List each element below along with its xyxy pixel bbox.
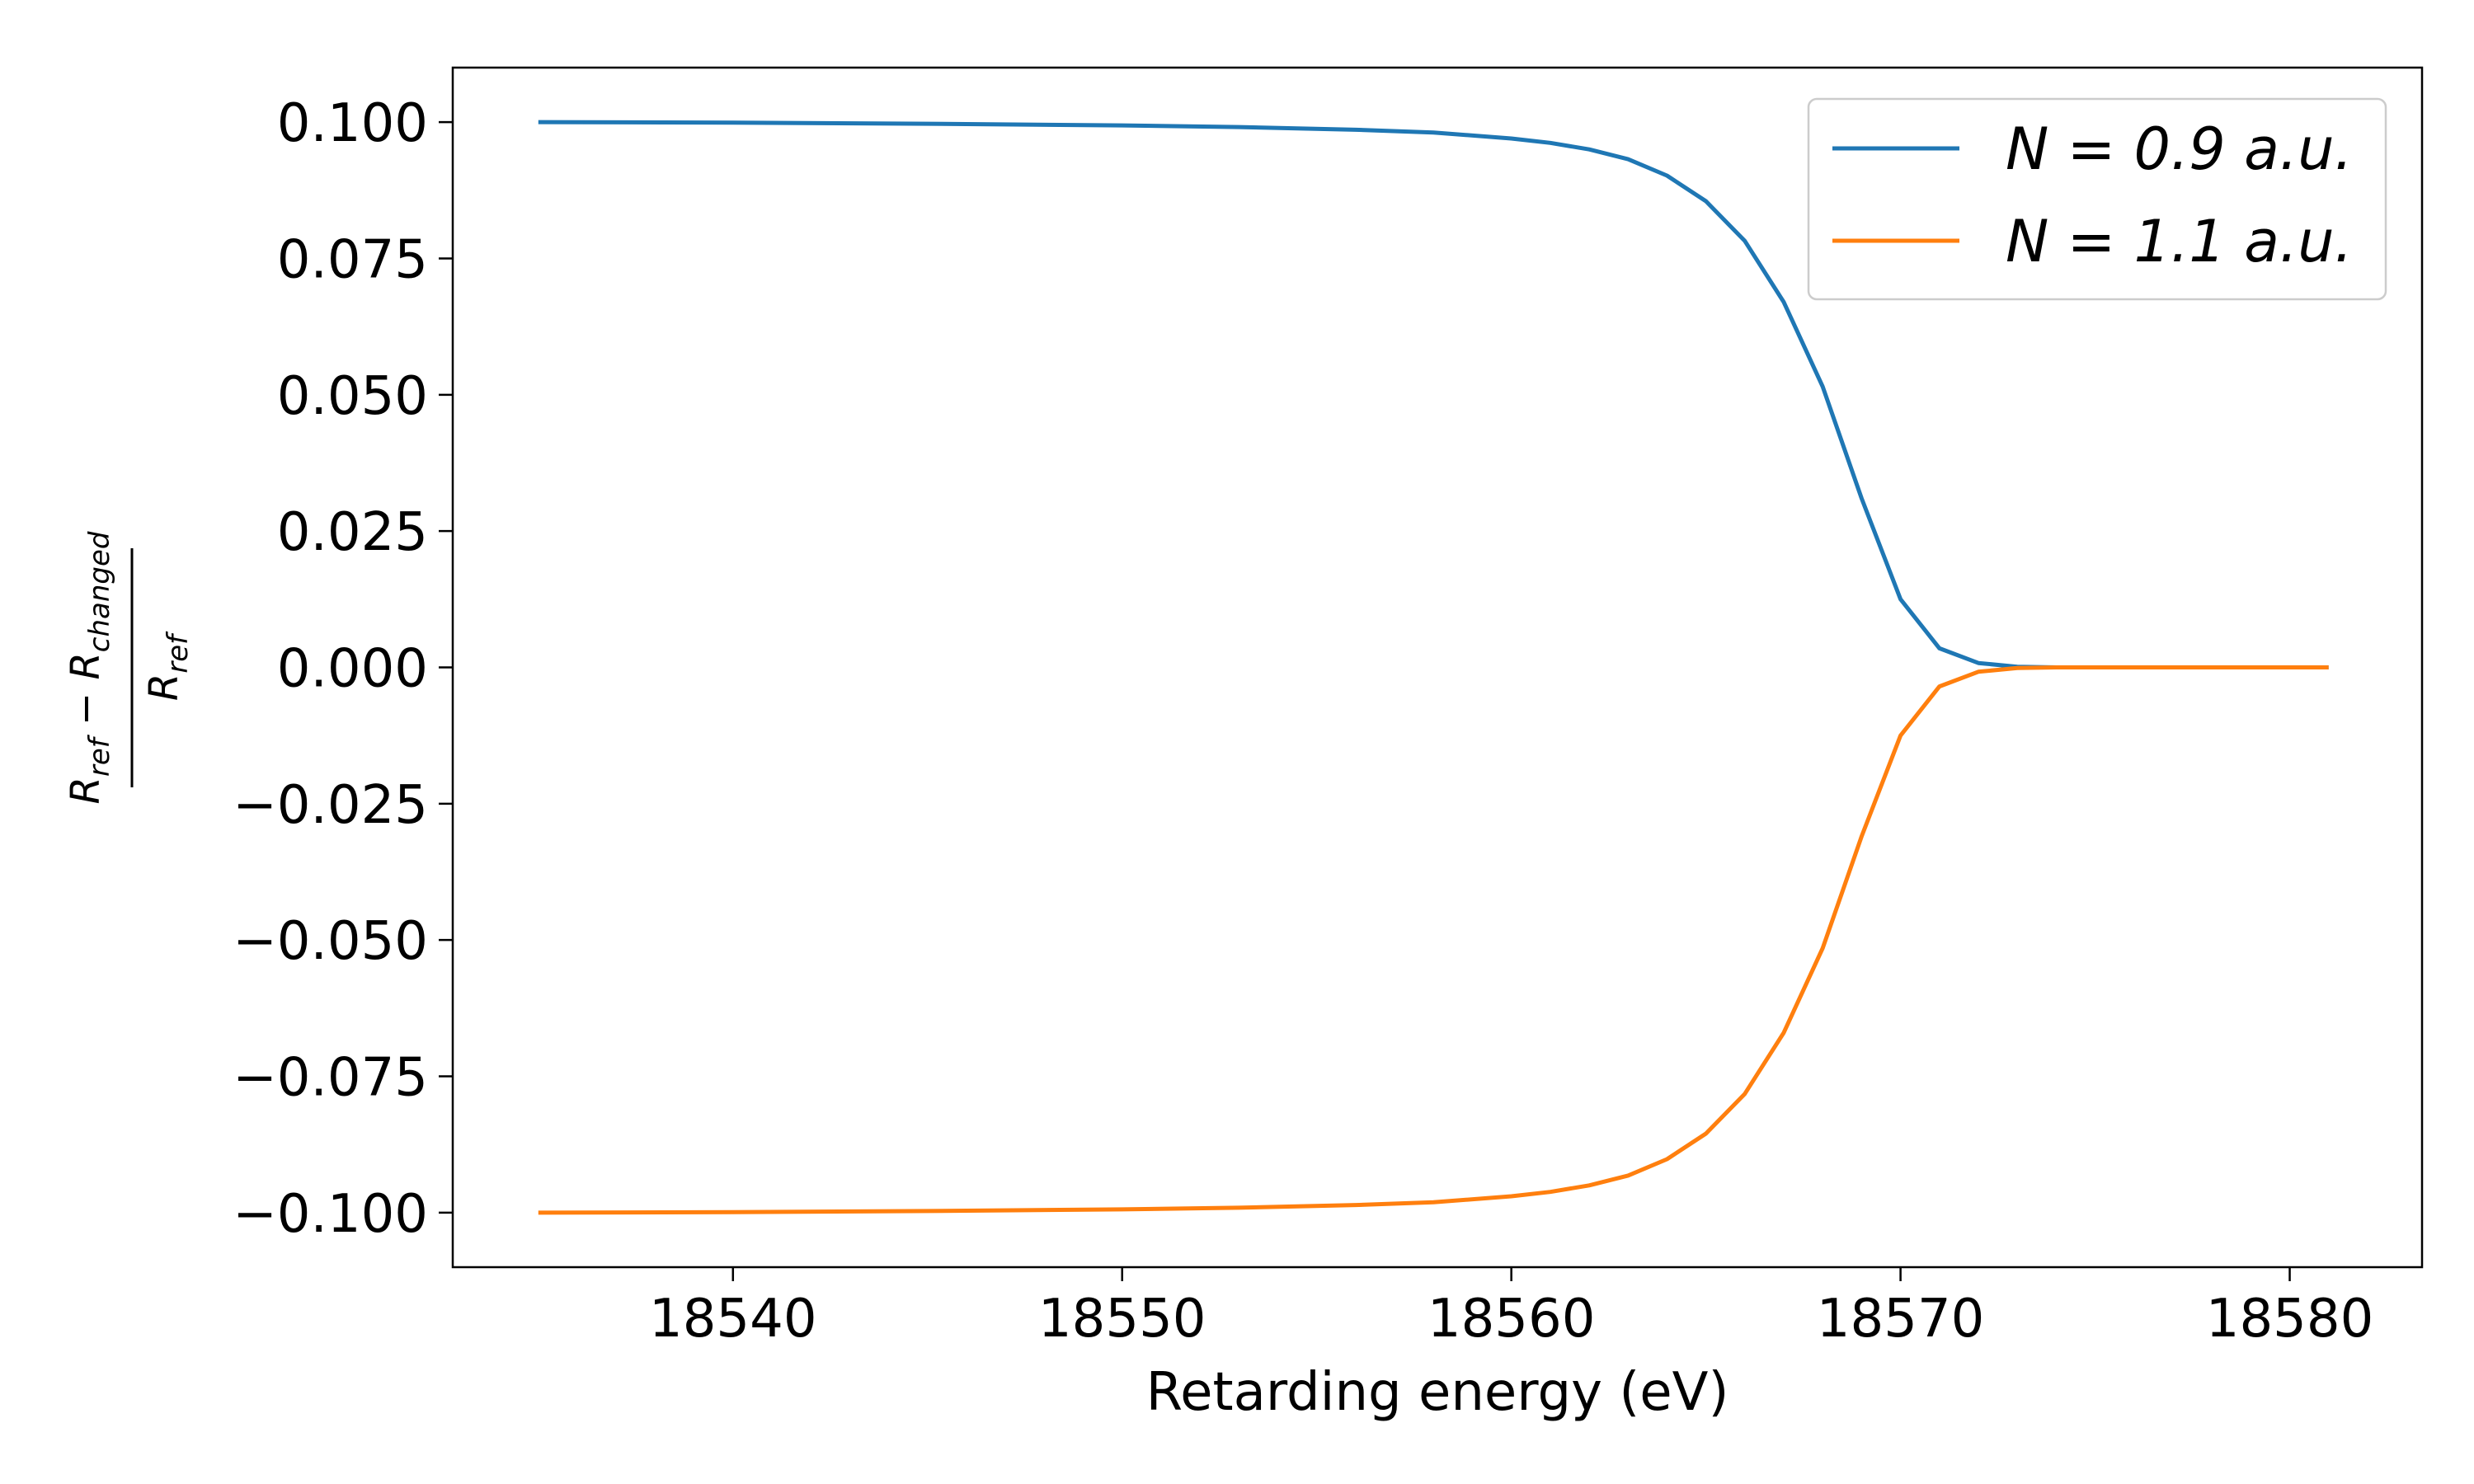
x-tick-label: 18580: [2206, 1289, 2374, 1350]
y-tick-label: 0.100: [277, 93, 428, 154]
y-axis-label-numerator: Rref − Rchanged: [63, 531, 116, 804]
x-tick-label: 18560: [1427, 1289, 1596, 1350]
legend: N = 0.9 a.u. N = 1.1 a.u.: [1807, 97, 2387, 301]
y-tick-label: −0.025: [233, 775, 428, 836]
y-axis-label: Rref − Rchanged Rref: [63, 531, 195, 804]
y-tick-label: 0.000: [277, 639, 428, 700]
y-tick-label: 0.050: [277, 366, 428, 427]
y-tick-label: −0.100: [233, 1184, 428, 1245]
legend-label-1: N = 1.1 a.u.: [2006, 208, 2353, 275]
x-tick-label: 18540: [649, 1289, 817, 1350]
x-tick-label: 18550: [1038, 1289, 1206, 1350]
x-axis-ticks: 18540 18550 18560 18570 18580: [649, 1267, 2373, 1350]
y-axis-ticks: 0.100 0.075 0.050 0.025 0.000 −0.025 −0.050 −0.…: [233, 93, 453, 1245]
y-axis-label-denominator: Rref: [141, 631, 195, 701]
y-tick-label: −0.075: [233, 1048, 428, 1109]
series-line-1: [538, 665, 2329, 1215]
y-tick-label: −0.050: [233, 911, 428, 972]
x-axis-label: Retarding energy (eV): [1146, 1362, 1729, 1423]
y-tick-label: 0.075: [277, 229, 428, 290]
x-tick-label: 18570: [1817, 1289, 1985, 1350]
y-tick-label: 0.025: [277, 502, 428, 563]
legend-label-0: N = 0.9 a.u.: [2006, 115, 2353, 183]
series-layer: [538, 120, 2329, 1215]
